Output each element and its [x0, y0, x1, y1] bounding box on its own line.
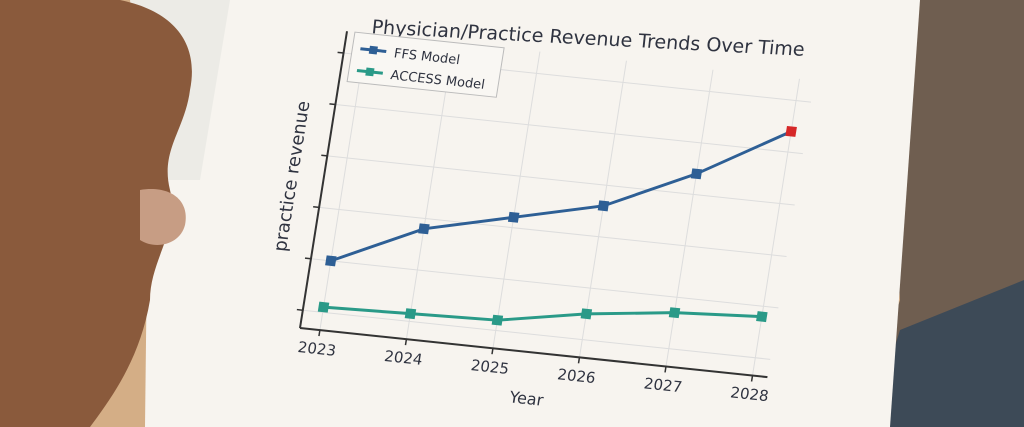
x-tick-label: 2028: [729, 383, 770, 405]
y-tick: [337, 51, 344, 54]
x-tick-label: 2026: [556, 365, 597, 387]
hand: [0, 0, 192, 427]
x-axis: [299, 327, 768, 379]
grid-line-y: [302, 309, 771, 360]
y-tick: [304, 257, 312, 260]
x-tick: [491, 348, 494, 355]
grid-line-y: [335, 103, 803, 155]
x-tick-label: 2023: [297, 338, 338, 360]
y-tick: [329, 103, 336, 106]
y-tick: [296, 308, 303, 311]
legend-box: [346, 31, 505, 98]
data-point: [597, 200, 610, 212]
data-point: [580, 308, 593, 320]
x-tick-label: 2024: [383, 347, 424, 369]
data-point: [317, 301, 330, 313]
data-point: [690, 168, 703, 180]
x-tick: [750, 375, 754, 382]
x-tick: [577, 357, 581, 364]
y-tick: [321, 154, 328, 157]
series-lines: [317, 125, 797, 326]
data-point: [785, 125, 797, 137]
ticks: 2023 2024 2025 2026 2027 2028: [296, 51, 770, 405]
series-line-1: [323, 305, 762, 322]
x-tick: [404, 339, 408, 346]
data-point: [404, 308, 417, 320]
legend: FFS Model ACCESS Model: [346, 31, 505, 98]
y-tick: [313, 205, 320, 209]
data-point: [668, 307, 681, 319]
x-tick-label: 2025: [470, 356, 511, 378]
data-point: [491, 314, 504, 326]
legend-marker-ffs: [368, 45, 378, 55]
legend-marker-access: [365, 67, 375, 77]
legend-label-ffs: FFS Model: [393, 46, 461, 68]
data-point: [325, 255, 337, 267]
x-tick-label: 2027: [643, 374, 684, 396]
x-tick: [664, 366, 667, 373]
grid-line-y: [319, 206, 787, 257]
background-object: [870, 280, 1024, 427]
series-line-0: [330, 130, 792, 263]
data-point: [507, 211, 520, 223]
data-point: [756, 311, 768, 323]
x-tick: [318, 330, 321, 337]
x-axis-label: Year: [507, 387, 545, 409]
y-axis: [299, 31, 348, 329]
data-point: [418, 223, 430, 235]
grid-line-x: [492, 51, 541, 349]
grid-line-y: [310, 258, 779, 309]
thumbnail: [140, 189, 186, 245]
grid-line-y: [327, 155, 795, 206]
